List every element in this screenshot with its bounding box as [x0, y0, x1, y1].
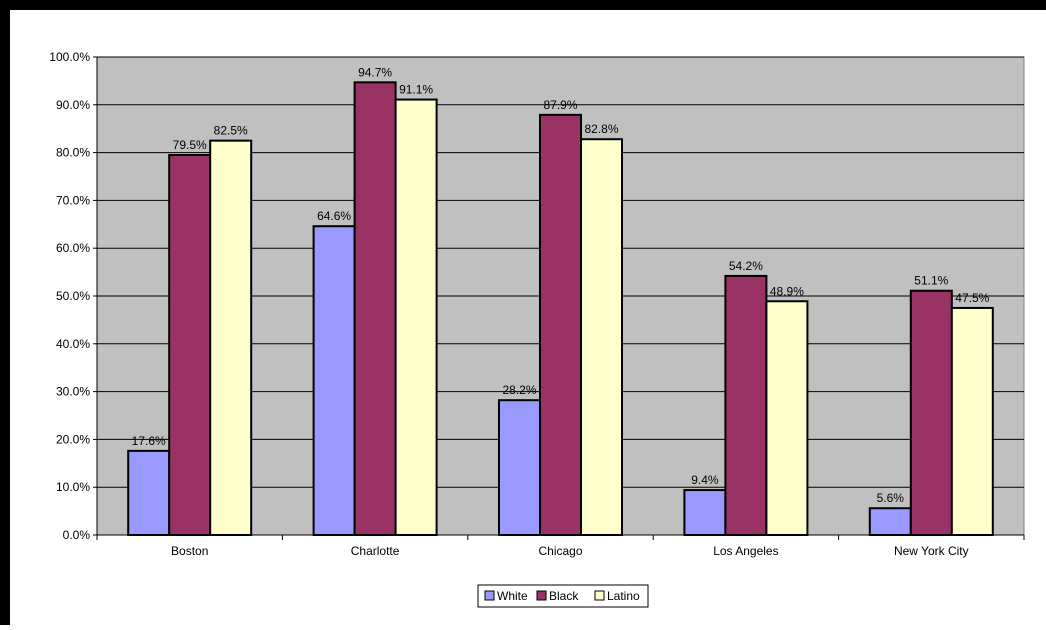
bar-black-boston — [168, 153, 212, 537]
bar-white-charlotte — [312, 225, 356, 536]
frame-top-border — [0, 0, 1046, 10]
y-tick-label: 10.0% — [56, 480, 90, 494]
y-tick-label: 20.0% — [56, 432, 90, 446]
legend-swatch-latino — [594, 590, 605, 601]
legend-swatch-black — [536, 590, 547, 601]
bar-black-chicago — [539, 113, 582, 536]
legend-label-latino: Latino — [607, 589, 640, 603]
y-axis: 0.0% 10.0% 20.0% 30.0% 40.0% 50.0% 60.0% 70.0% 8… — [49, 50, 98, 542]
legend-swatch-white — [484, 590, 495, 601]
data-label: 48.9% — [770, 284, 804, 298]
data-label: 28.2% — [502, 383, 536, 397]
bar-latino-charlotte — [394, 98, 438, 537]
y-tick-label: 30.0% — [56, 385, 90, 399]
bar-black-new-york-city — [909, 289, 953, 536]
data-label: 51.1% — [914, 274, 948, 288]
y-tick-label: 80.0% — [56, 146, 90, 160]
legend-box — [477, 584, 649, 608]
data-label: 82.8% — [584, 122, 618, 136]
bar-white-new-york-city — [868, 507, 912, 536]
bar-latino-boston — [209, 139, 253, 536]
bar-black-charlotte — [353, 81, 397, 536]
y-tick-label: 50.0% — [56, 289, 90, 303]
bar-white-los-angeles — [683, 489, 727, 536]
frame-left-border — [0, 0, 10, 625]
legend-items: White Black Latino — [484, 589, 640, 603]
data-label: 91.1% — [399, 83, 433, 97]
y-tick-label: 60.0% — [56, 241, 90, 255]
bar-white-boston — [127, 449, 171, 537]
x-tick-label: Los Angeles — [713, 544, 778, 558]
bar-latino-chicago — [580, 138, 623, 536]
data-label: 5.6% — [877, 491, 905, 505]
data-label: 82.5% — [214, 124, 248, 138]
data-label: 54.2% — [729, 259, 763, 273]
x-tick-label: Boston — [171, 544, 208, 558]
legend-label-black: Black — [549, 589, 579, 603]
data-label: 47.5% — [955, 291, 989, 305]
data-label: 87.9% — [543, 98, 577, 112]
y-tick-label: 90.0% — [56, 98, 90, 112]
bar-white-chicago — [498, 399, 541, 537]
y-tick-label: 40.0% — [56, 337, 90, 351]
legend: White Black Latino — [477, 584, 649, 608]
x-tick-label: Chicago — [538, 544, 582, 558]
y-tick-label: 100.0% — [49, 50, 90, 64]
data-label: 64.6% — [317, 209, 351, 223]
x-axis: Boston Charlotte Chicago Los Angeles New Yor… — [96, 534, 1025, 558]
bar-latino-new-york-city — [950, 306, 994, 537]
data-label: 79.5% — [173, 138, 207, 152]
legend-label-white: White — [497, 589, 528, 603]
x-tick-label: New York City — [894, 544, 969, 558]
x-tick-label: Charlotte — [351, 544, 400, 558]
y-tick-label: 0.0% — [63, 528, 91, 542]
bar-black-los-angeles — [724, 274, 768, 536]
y-tick-label: 70.0% — [56, 193, 90, 207]
bar-latino-los-angeles — [765, 300, 809, 536]
data-label: 9.4% — [691, 473, 719, 487]
data-label: 17.6% — [132, 434, 166, 448]
data-labels: 17.6% 79.5% 82.5% 64.6% 94.7% 91.1% 28.2% 87.9%… — [132, 65, 990, 505]
data-label: 94.7% — [358, 65, 392, 79]
